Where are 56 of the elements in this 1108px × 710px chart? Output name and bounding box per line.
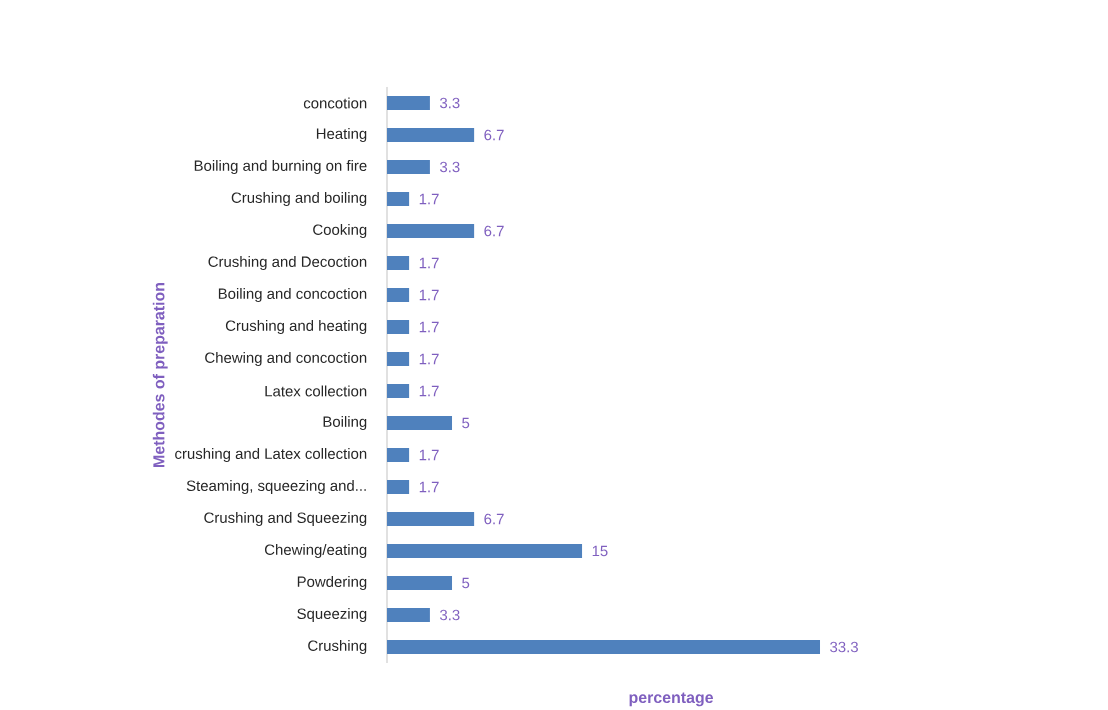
data-label: 1.7 bbox=[419, 449, 439, 461]
y-tick-label: Steaming, squeezing and... bbox=[186, 480, 366, 494]
y-tick-label: Boiling bbox=[323, 416, 367, 430]
data-label: 5 bbox=[462, 577, 470, 589]
bar bbox=[387, 352, 410, 366]
y-tick-label: Crushing bbox=[308, 640, 367, 654]
data-label: 1.7 bbox=[419, 353, 439, 365]
bar bbox=[387, 320, 410, 334]
data-label: 3.3 bbox=[439, 161, 460, 173]
y-tick-label: Latex collection bbox=[265, 385, 367, 397]
y-tick-label: Powdering bbox=[297, 576, 367, 590]
bar bbox=[387, 448, 410, 462]
bar bbox=[387, 608, 430, 622]
bar bbox=[387, 160, 430, 174]
y-tick-label: Boiling and burning on fire bbox=[194, 160, 367, 174]
y-tick-label: Crushing and Decoction bbox=[208, 256, 367, 270]
bar bbox=[387, 416, 453, 430]
data-label: 33.3 bbox=[830, 641, 858, 653]
bar bbox=[387, 224, 475, 238]
data-label: 1.7 bbox=[419, 289, 439, 301]
y-tick-label: Crushing and boiling bbox=[231, 192, 367, 206]
y-tick-label: Squeezing bbox=[297, 608, 367, 622]
bar bbox=[387, 192, 410, 206]
bar bbox=[387, 288, 410, 302]
data-label: 1.7 bbox=[419, 481, 439, 493]
y-axis-title: Methodes of preparation bbox=[152, 283, 168, 467]
bar bbox=[387, 480, 410, 494]
data-label: 1.7 bbox=[419, 257, 439, 269]
bar bbox=[387, 640, 821, 654]
data-label: 1.7 bbox=[419, 385, 439, 397]
data-label: 3.3 bbox=[439, 609, 460, 621]
y-tick-label: Chewing/eating bbox=[264, 544, 367, 558]
data-label: 6.7 bbox=[484, 513, 504, 525]
data-label: 6.7 bbox=[484, 129, 504, 141]
data-label: 1.7 bbox=[419, 321, 439, 333]
bar bbox=[387, 576, 453, 590]
y-tick-label: concotion bbox=[303, 97, 367, 109]
bar bbox=[387, 384, 410, 398]
y-tick-label: Boiling and concoction bbox=[218, 288, 367, 302]
y-tick-label: Crushing and Squeezing bbox=[204, 512, 367, 526]
data-label: 3.3 bbox=[439, 97, 460, 109]
data-label: 1.7 bbox=[419, 193, 439, 205]
data-label: 6.7 bbox=[484, 225, 504, 237]
bar bbox=[387, 512, 475, 526]
bar bbox=[387, 128, 475, 142]
x-axis-title: percentage bbox=[629, 692, 714, 707]
y-tick-label: Heating bbox=[316, 128, 367, 142]
bar bbox=[387, 96, 430, 110]
y-tick-label: Chewing and concoction bbox=[205, 352, 367, 366]
bar bbox=[387, 544, 583, 558]
y-tick-label: Crushing and heating bbox=[225, 320, 367, 334]
y-tick-label: Cooking bbox=[313, 224, 367, 238]
data-label: 5 bbox=[462, 417, 470, 429]
bar bbox=[387, 256, 410, 270]
y-tick-label: crushing and Latex collection bbox=[175, 448, 367, 462]
data-label: 15 bbox=[592, 545, 608, 557]
